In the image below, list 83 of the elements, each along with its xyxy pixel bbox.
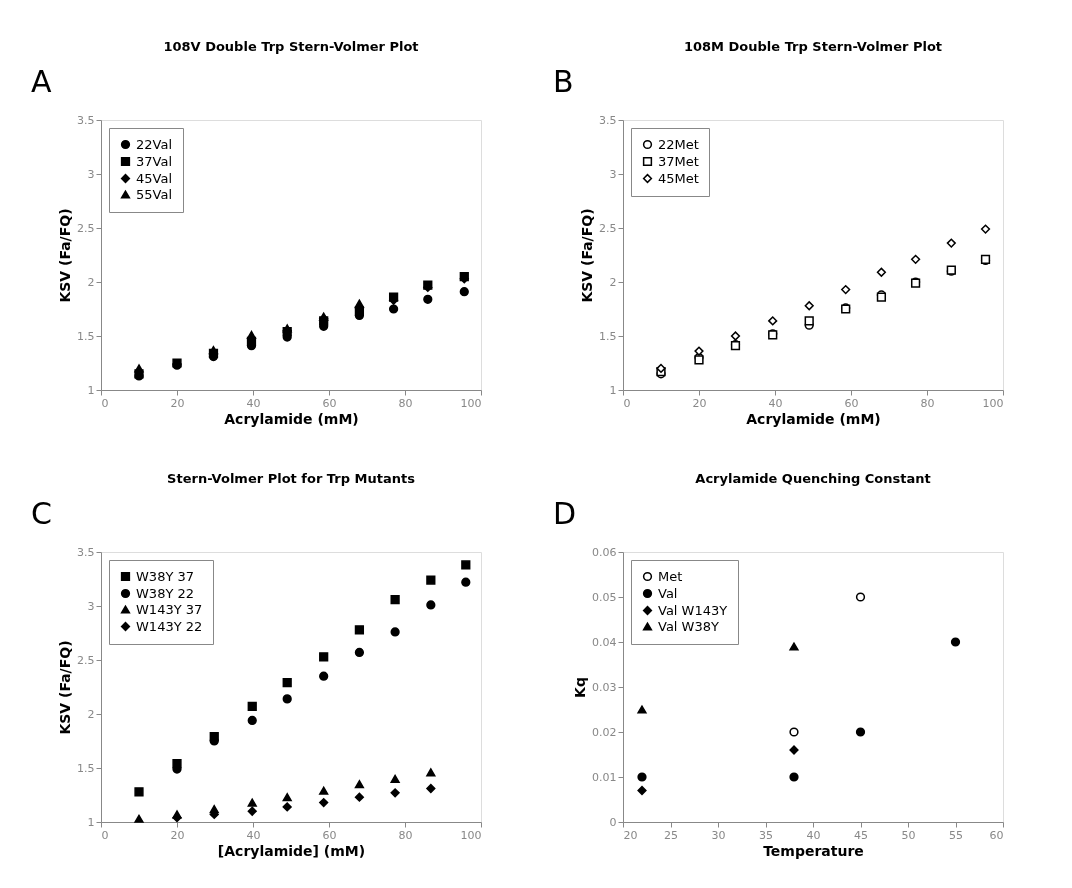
x-tick-label: 60 (322, 396, 337, 410)
chart-title: 108M Double Trp Stern-Volmer Plot (683, 39, 943, 54)
x-tick-label: 60 (322, 828, 337, 842)
legend-label: W38Y 37 (136, 568, 195, 584)
x-tick-label: 40 (806, 828, 821, 842)
chart-title: 108V Double Trp Stern-Volmer Plot (163, 39, 419, 54)
y-tick-label: 3.5 (77, 545, 95, 559)
y-tick-label: 0 (609, 815, 617, 829)
legend-label: 55Val (136, 186, 173, 202)
y-tick-label: 2 (609, 275, 617, 289)
x-tick-label: 60 (844, 396, 859, 410)
legend-label: 37Met (658, 153, 699, 169)
legend-label: W143Y 22 (136, 618, 203, 634)
y-axis-title: KSV (Fa/FQ) (57, 208, 74, 303)
y-tick-label: 0.06 (592, 545, 617, 559)
x-tick-label: 60 (989, 828, 1004, 842)
y-tick-label: 0.02 (592, 725, 617, 739)
text: A (31, 64, 52, 99)
y-tick-label: 0.05 (592, 590, 617, 604)
x-tick-label: 20 (692, 396, 707, 410)
x-tick-label: 50 (901, 828, 916, 842)
x-axis-title: Acrylamide (mM) (224, 410, 359, 427)
y-tick-label: 3.5 (77, 113, 95, 127)
x-tick-label: 0 (101, 396, 109, 410)
x-tick-label: 20 (623, 828, 638, 842)
y-tick-label: 2.5 (77, 221, 95, 235)
text: D (553, 496, 577, 531)
legend-label: Val (658, 585, 678, 601)
legend-label: Val W143Y (658, 602, 728, 618)
y-axis-title: KSV (Fa/FQ) (579, 208, 596, 303)
x-tick-label: 20 (170, 828, 185, 842)
x-tick-label: 100 (982, 396, 1004, 410)
legend-label: 22Val (136, 136, 173, 152)
x-tick-label: 0 (623, 396, 631, 410)
y-tick-label: 1 (87, 815, 95, 829)
x-tick-label: 30 (711, 828, 726, 842)
y-axis-title: Kq (572, 677, 589, 698)
text: B (553, 64, 574, 99)
x-axis-title: [Acrylamide] (mM) (217, 842, 366, 859)
legend-label: Val W38Y (658, 618, 719, 634)
x-tick-label: 100 (460, 396, 482, 410)
x-tick-label: 100 (460, 828, 482, 842)
x-tick-label: 80 (920, 396, 935, 410)
x-tick-label: 20 (170, 396, 185, 410)
chart-title: Stern-Volmer Plot for Trp Mutants (167, 471, 416, 486)
legend-label: W38Y 22 (136, 585, 195, 601)
x-axis-title: Acrylamide (mM) (746, 410, 881, 427)
x-tick-label: 0 (101, 828, 109, 842)
legend-label: 45Met (658, 170, 699, 186)
legend-label: 22Met (658, 136, 699, 152)
legend-label: 45Val (136, 170, 173, 186)
legend-label: W143Y 37 (136, 601, 203, 617)
text: C (31, 496, 52, 531)
x-tick-label: 35 (759, 828, 773, 842)
y-tick-label: 3 (609, 167, 617, 181)
x-tick-label: 40 (246, 396, 261, 410)
y-tick-label: 2 (87, 275, 95, 289)
x-tick-label: 40 (246, 828, 261, 842)
x-tick-label: 40 (768, 396, 783, 410)
y-tick-label: 3.5 (599, 113, 617, 127)
x-axis-title: Temperature (763, 842, 864, 859)
y-tick-label: 1.5 (599, 329, 617, 343)
y-tick-label: 0.04 (592, 635, 617, 649)
y-tick-label: 2.5 (599, 221, 617, 235)
y-tick-label: 1 (87, 383, 95, 397)
legend-label: Met (658, 568, 683, 584)
y-tick-label: 2 (87, 707, 95, 721)
y-tick-label: 1.5 (77, 329, 95, 343)
y-tick-label: 0.03 (592, 680, 617, 694)
chart-title: Acrylamide Quenching Constant (695, 471, 931, 486)
y-tick-label: 3 (87, 599, 95, 613)
y-tick-label: 0.01 (592, 770, 617, 784)
x-tick-label: 80 (398, 396, 413, 410)
x-tick-label: 25 (664, 828, 678, 842)
y-tick-label: 3 (87, 167, 95, 181)
y-tick-label: 1 (609, 383, 617, 397)
y-tick-label: 1.5 (77, 761, 95, 775)
x-tick-label: 45 (854, 828, 868, 842)
y-tick-label: 2.5 (77, 653, 95, 667)
x-tick-label: 80 (398, 828, 413, 842)
legend-label: 37Val (136, 153, 173, 169)
x-tick-label: 55 (949, 828, 963, 842)
y-axis-title: KSV (Fa/FQ) (57, 640, 74, 735)
